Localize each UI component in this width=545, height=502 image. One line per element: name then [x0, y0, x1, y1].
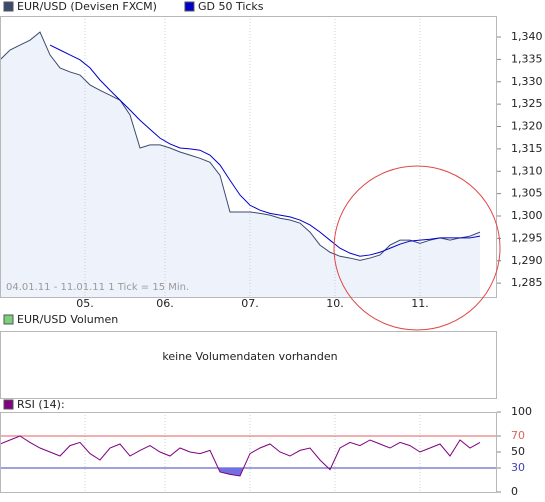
series-line	[49, 44, 481, 257]
y-tick-label: 1,335	[511, 52, 543, 65]
price-area	[0, 32, 480, 298]
legend-swatch	[184, 1, 195, 12]
volume-legend-swatch	[3, 314, 14, 325]
y-tick-label: 1,315	[511, 142, 543, 155]
series-line	[0, 31, 481, 261]
y-tick-label: 1,330	[511, 75, 543, 88]
x-tick-label: 06.	[156, 297, 174, 310]
legend-label: GD 50 Ticks	[198, 0, 264, 13]
legend-swatch	[3, 399, 14, 410]
y-tick-label: 1,310	[511, 164, 543, 177]
legend-label: RSI (14):	[17, 398, 65, 411]
y-tick-label: 1,340	[511, 30, 543, 43]
x-tick-label: 07.	[241, 297, 259, 310]
volume-message: keine Volumendaten vorhanden	[162, 350, 337, 363]
y-tick-label: 30	[511, 461, 525, 474]
series-line	[0, 435, 481, 477]
legend-label: EUR/USD (Devisen FXCM)	[17, 0, 157, 13]
y-tick-label: 100	[511, 405, 532, 418]
y-tick-label: 70	[511, 429, 525, 442]
legend-swatch	[3, 1, 14, 12]
highlight-circle	[333, 165, 501, 331]
y-tick-label: 1,285	[511, 276, 543, 289]
y-tick-label: 1,305	[511, 187, 543, 200]
volume-frame	[0, 331, 497, 399]
y-tick-label: 1,320	[511, 120, 543, 133]
y-tick-label: 50	[511, 445, 525, 458]
y-tick-label: 0	[511, 485, 518, 498]
volume-legend: EUR/USD Volumen	[17, 313, 118, 326]
rsi-low-fill	[0, 468, 480, 476]
y-tick-label: 1,325	[511, 97, 543, 110]
plot-frame	[0, 412, 497, 493]
plot-frame	[0, 16, 497, 298]
x-tick-label: 11.	[411, 297, 429, 310]
annotation: 04.01.11 - 11.01.11 1 Tick = 15 Min.	[6, 282, 189, 293]
x-tick-label: 10.	[326, 297, 344, 310]
y-tick-label: 1,300	[511, 209, 543, 222]
x-tick-label: 05.	[76, 297, 94, 310]
y-tick-label: 1,295	[511, 231, 543, 244]
y-tick-label: 1,290	[511, 254, 543, 267]
